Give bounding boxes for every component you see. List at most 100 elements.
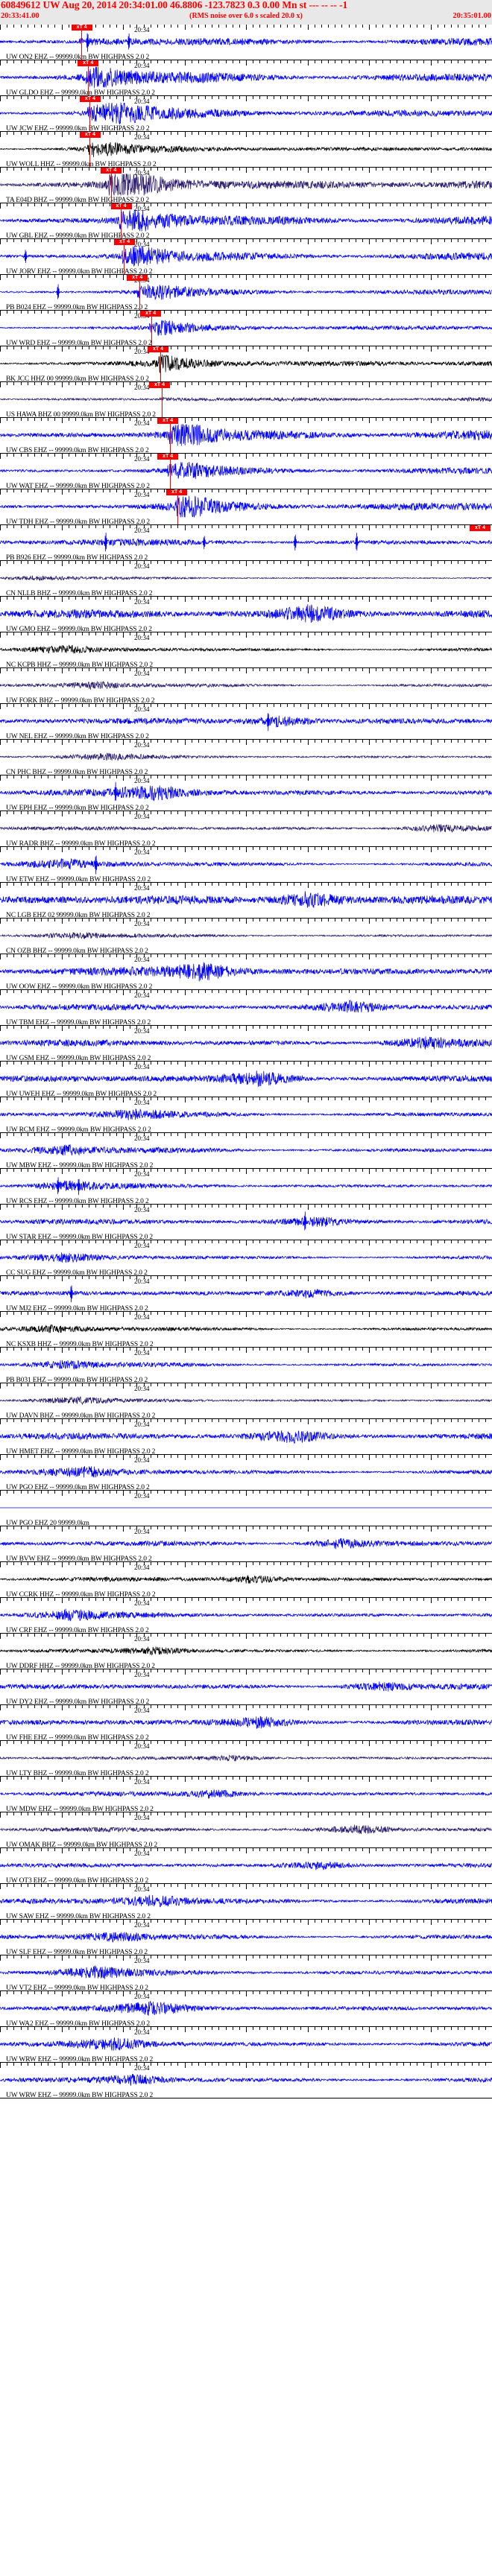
trace-row[interactable]: 20:34 NC LGB EHZ 02 99999.0km BW HIGHPASS…: [0, 883, 492, 919]
trace-row[interactable]: 20:34 xT 4 UW GLDO EHZ -- 99999.0km BW HIG…: [0, 60, 492, 96]
axis-tick: [102, 60, 104, 63]
trace-row[interactable]: 20:34 UW PGO EHZ 20 99999.0km: [0, 1491, 492, 1526]
trace-row[interactable]: 20:34 UW WA2 EHZ -- 99999.0km BW HIGHPASS…: [0, 1991, 492, 2027]
trace-row[interactable]: 20:34 UW NEL EHZ -- 99999.0km BW HIGHPASS…: [0, 704, 492, 740]
trace-row[interactable]: 20:34 UW RCM EHZ -- 99999.0km BW HIGHPASS…: [0, 1097, 492, 1133]
trace-row[interactable]: 20:34 UW GSM EHZ -- 99999.0km BW HIGHPASS…: [0, 1026, 492, 1062]
axis-tick: [328, 847, 329, 850]
trace-row[interactable]: 20:34 UW ETW EHZ -- 99999.0km BW HIGHPASS…: [0, 847, 492, 883]
axis-tick: [34, 1741, 35, 1744]
trace-row[interactable]: 20:34 PB B031 EHZ -- 99999.0km BW HIGHPAS…: [0, 1348, 492, 1383]
trace-row[interactable]: 20:34 UW RCS EHZ -- 99999.0km BW HIGHPASS…: [0, 1169, 492, 1205]
axis-tick: [123, 1097, 124, 1103]
trace-row[interactable]: 20:34 UW CRF EHZ -- 99999.0km BW HIGHPASS…: [0, 1598, 492, 1634]
axis-tick: [34, 1562, 35, 1565]
axis-tick: [328, 954, 329, 957]
trace-row[interactable]: 20:34 UW SAW EHZ -- 99999.0km BW HIGHPASS…: [0, 1884, 492, 1920]
axis-tick: [464, 1455, 466, 1458]
trace-row[interactable]: 20:34 UW STAR EHZ -- 99999.0km BW HIGHPAS…: [0, 1205, 492, 1240]
trace-row[interactable]: 20:34 xT 4 UW CBS EHZ -- 99999.0km BW HIGH…: [0, 418, 492, 454]
trace-row[interactable]: 20:34 xT 4 UW JORV EHZ -- 99999.0km BW HIG…: [0, 239, 492, 275]
trace-row[interactable]: 20:34 xT 4 TA E04D BHZ -- 99999.0km BW HIG…: [0, 168, 492, 203]
trace-row[interactable]: 20:34 UW SLF EHZ -- 99999.0km BW HIGHPASS…: [0, 1920, 492, 1955]
trace-row[interactable]: 20:34 xT 4 UW ON2 EHZ -- 99999.0km BW HIGH…: [0, 25, 492, 60]
axis-tick: [95, 990, 97, 993]
axis-tick: [451, 1562, 452, 1565]
trace-row[interactable]: 20:34 UW CCRK HHZ -- 99999.0km BW HIGHPAS…: [0, 1562, 492, 1598]
axis-tick: [485, 1383, 486, 1386]
axis-tick: [369, 1062, 370, 1067]
trace-row[interactable]: 20:34 UW VT2 EHZ -- 99999.0km BW HIGHPASS…: [0, 1955, 492, 1991]
axis-tick: [444, 1383, 445, 1386]
axis-tick: [321, 919, 322, 921]
trace-row[interactable]: 20:34 UW PGO EHZ -- 99999.0km BW HIGHPASS…: [0, 1455, 492, 1491]
axis-tick: [362, 239, 363, 242]
trace-row[interactable]: 20:34 NC KSXB HHZ -- 99999.0km BW HIGHPAS…: [0, 1312, 492, 1348]
axis-tick: [0, 239, 1, 244]
trace-row[interactable]: 20:34 xT 4 PB B926 EHZ -- 99999.0km BW HIG…: [0, 525, 492, 561]
axis-tick: [328, 1062, 329, 1065]
trace-row[interactable]: 20:34 UW OT3 EHZ -- 99999.0km BW HIGHPASS…: [0, 1848, 492, 1884]
trace-row[interactable]: 20:34 CN PHC BHZ -- 99999.0km BW HIGHPASS…: [0, 740, 492, 775]
trace-row[interactable]: 20:34 UW EPH EHZ -- 99999.0km BW HIGHPASS…: [0, 775, 492, 811]
axis-tick: [430, 704, 432, 709]
trace-row[interactable]: 20:34 UW MJ2 EHZ -- 99999.0km BW HIGHPASS…: [0, 1276, 492, 1312]
trace-row[interactable]: 20:34 UW DAVN BHZ -- 99999.0km BW HIGHPAS…: [0, 1383, 492, 1419]
pick-marker-line: [169, 418, 171, 453]
trace-row[interactable]: 20:34 CN NLLB BHZ -- 99999.0km BW HIGHPAS…: [0, 561, 492, 597]
axis-tick: [225, 919, 227, 921]
axis-tick: [321, 1955, 322, 1958]
trace-row[interactable]: 20:34 xT 4 UW TDH EHZ -- 99999.0km BW HIGH…: [0, 489, 492, 525]
axis-tick: [13, 25, 15, 28]
trace-row[interactable]: 20:34 UW HMET EHZ -- 99999.0km BW HIGHPAS…: [0, 1419, 492, 1455]
trace-row[interactable]: 20:34 UW UWEH EHZ -- 99999.0km BW HIGHPAS…: [0, 1062, 492, 1097]
axis-tick: [341, 346, 343, 349]
axis-tick: [471, 919, 473, 921]
axis-tick: [382, 1562, 384, 1565]
trace-row[interactable]: 20:34 UW DY2 EHZ -- 99999.0km BW HIGHPASS…: [0, 1669, 492, 1705]
trace-row[interactable]: 20:34 UW MBW EHZ -- 99999.0km BW HIGHPASS…: [0, 1133, 492, 1169]
trace-row[interactable]: 20:34 UW FHE EHZ -- 99999.0km BW HIGHPASS…: [0, 1705, 492, 1741]
trace-row[interactable]: 20:34 xT 4 UW JCW EHZ -- 99999.0km BW HIGH…: [0, 96, 492, 132]
axis-tick: [451, 1348, 452, 1351]
trace-row[interactable]: 20:34 CN OZB BHZ -- 99999.0km BW HIGHPASS…: [0, 919, 492, 954]
trace-row[interactable]: 20:34 UW WRW EHZ -- 99999.0km BW HIGHPASS…: [0, 2027, 492, 2063]
trace-row[interactable]: 20:34 UW OMAK BHZ -- 99999.0km BW HIGHPAS…: [0, 1812, 492, 1848]
trace-row[interactable]: 20:34 UW GMO EHZ -- 99999.0km BW HIGHPASS…: [0, 597, 492, 632]
trace-row[interactable]: 20:34 UW OOW EHZ -- 99999.0km BW HIGHPASS…: [0, 954, 492, 990]
axis-tick: [348, 346, 350, 349]
axis-time-label: 20:34: [134, 1027, 150, 1035]
trace-row[interactable]: 20:34 CC SUG EHZ -- 99999.0km BW HIGHPASS…: [0, 1240, 492, 1276]
axis-tick: [328, 1455, 329, 1458]
trace-row[interactable]: 20:34 UW MDW EHZ -- 99999.0km BW HIGHPASS…: [0, 1777, 492, 1812]
axis-tick: [116, 2027, 117, 2030]
axis-tick: [75, 1419, 76, 1422]
axis-tick: [280, 1526, 281, 1529]
trace-row[interactable]: 20:34 UW TBM EHZ -- 99999.0km BW HIGHPASS…: [0, 990, 492, 1026]
trace-row[interactable]: 20:34 UW BVW EHZ -- 99999.0km BW HIGHPASS…: [0, 1526, 492, 1562]
axis-tick: [82, 1920, 83, 1923]
axis-tick: [13, 1812, 15, 1815]
trace-row[interactable]: 20:34 UW RADR BHZ -- 99999.0km BW HIGHPAS…: [0, 811, 492, 847]
trace-row[interactable]: 20:34 xT 4 BK JCC HHZ 00 99999.0km BW HIGH…: [0, 346, 492, 382]
axis-tick: [20, 1777, 22, 1780]
axis-tick: [239, 1276, 240, 1279]
trace-row[interactable]: 20:34 UW DDRF HHZ -- 99999.0km BW HIGHPAS…: [0, 1634, 492, 1669]
axis-tick: [123, 1669, 124, 1675]
axis-tick: [341, 1634, 343, 1637]
trace-row[interactable]: 20:34 xT 4 UW GBL EHZ -- 99999.0km BW HIGH…: [0, 203, 492, 239]
trace-row[interactable]: 20:34 xT 4 UW WAT EHZ -- 99999.0km BW HIGH…: [0, 454, 492, 489]
axis-tick: [41, 1526, 42, 1529]
axis-tick: [389, 775, 391, 778]
trace-row[interactable]: 20:34 UW FORK BHZ -- 99999.0km BW HIGHPAS…: [0, 668, 492, 704]
axis-tick: [61, 346, 63, 352]
waveform: [0, 1964, 492, 1980]
trace-row[interactable]: 20:34 xT 4 US HAWA BHZ 00 99999.0km BW HIG…: [0, 382, 492, 418]
trace-row[interactable]: 20:34 xT 4 UW WOLL HHZ -- 99999.0km BW HIG…: [0, 132, 492, 168]
trace-row[interactable]: 20:34 NC KCPB HHZ -- 99999.0km BW HIGHPAS…: [0, 632, 492, 668]
trace-row[interactable]: 20:34 UW WRW EHZ -- 99999.0km BW HIGHPASS…: [0, 2063, 492, 2098]
axis-tick: [54, 525, 56, 528]
trace-row[interactable]: 20:34 UW LTY BHZ -- 99999.0km BW HIGHPASS…: [0, 1741, 492, 1777]
